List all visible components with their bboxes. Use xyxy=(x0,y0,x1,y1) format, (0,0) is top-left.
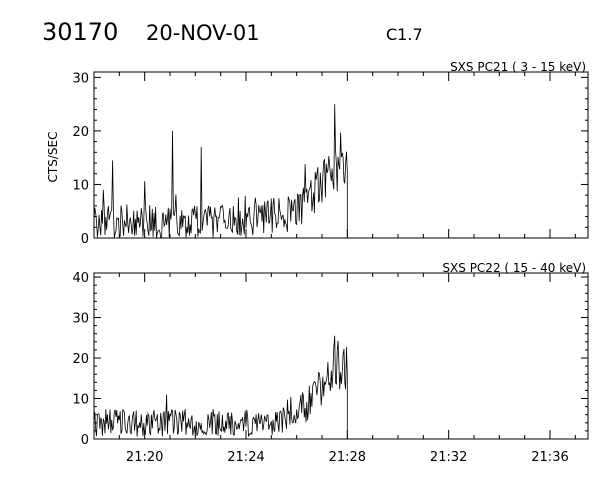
plot-frame-pc22 xyxy=(93,272,589,440)
panel-pc22: SXS PC22 ( 15 - 40 keV) 0 10 20 30 40 21:20 21… xyxy=(72,261,589,465)
panel-title-pc21: SXS PC21 ( 3 - 15 keV) xyxy=(450,60,586,74)
y-tick-label: 30 xyxy=(72,71,89,86)
x-tick-label: 21:36 xyxy=(531,450,568,465)
y-tick-label: 0 xyxy=(81,232,89,247)
x-tick-label: 21:24 xyxy=(227,450,264,465)
y-axis-label: CTS/SEC xyxy=(46,132,60,183)
panel-title-pc22: SXS PC22 ( 15 - 40 keV) xyxy=(442,261,586,275)
count-rate-series xyxy=(93,335,348,439)
y-tick-label: 30 xyxy=(72,312,89,327)
x-tick-label: 21:32 xyxy=(430,450,467,465)
y-tick-label: 10 xyxy=(72,393,89,408)
y-tick-label: 20 xyxy=(72,352,89,367)
x-tick-label: 21:28 xyxy=(329,450,366,465)
count-rate-series xyxy=(93,104,348,238)
x-tick-label: 21:20 xyxy=(126,450,163,465)
plot-frame-pc21 xyxy=(93,71,589,239)
y-tick-label: 20 xyxy=(72,125,89,140)
event-date: 20-NOV-01 xyxy=(146,21,260,45)
y-tick-label: 10 xyxy=(72,178,89,193)
y-tick-label: 0 xyxy=(81,433,89,448)
panel-pc21: SXS PC21 ( 3 - 15 keV) CTS/SEC 0 10 20 30 xyxy=(46,60,589,247)
flare-class: C1.7 xyxy=(386,25,423,44)
y-tick-label: 40 xyxy=(72,271,89,286)
event-id: 30170 xyxy=(42,18,118,46)
